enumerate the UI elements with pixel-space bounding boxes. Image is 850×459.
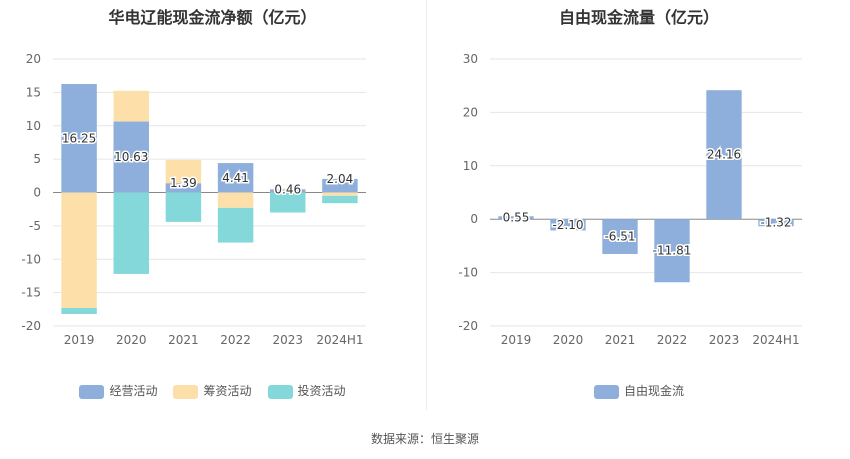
bar xyxy=(217,207,254,243)
net-cashflow-chart: 20 15 10 5 0 -5 -10 -15 -20 2019 2020 2021 2022 2023 2… xyxy=(21,52,366,347)
x-tick-label: 2019 xyxy=(64,333,95,347)
x-tick-label: 2019 xyxy=(501,333,532,347)
data-label: 0.46 xyxy=(274,182,301,196)
bar xyxy=(165,159,202,184)
chart-legend: 自由现金流 xyxy=(428,382,850,399)
y-tick-label: -5 xyxy=(29,219,41,233)
y-tick-label: 20 xyxy=(463,105,478,119)
legend-swatch xyxy=(593,384,619,399)
y-tick-label: 15 xyxy=(26,85,41,99)
x-tick-label: 2024H1 xyxy=(316,333,363,347)
data-label: 10.63 xyxy=(114,150,148,164)
bar xyxy=(61,84,97,193)
bar xyxy=(61,192,97,308)
y-tick-label: 10 xyxy=(463,159,478,173)
data-label: -1.32 xyxy=(760,216,791,230)
legend-item[interactable]: 筹资活动 xyxy=(173,382,252,399)
bar xyxy=(706,90,742,220)
bar xyxy=(113,121,149,193)
x-tick-label: 2023 xyxy=(272,333,303,347)
legend-label: 自由现金流 xyxy=(623,384,684,398)
y-tick-label: -15 xyxy=(21,286,41,300)
data-label: -2.10 xyxy=(552,218,583,232)
legend-item[interactable]: 投资活动 xyxy=(267,382,346,399)
chart-title: 华电辽能现金流净额（亿元） xyxy=(108,8,317,27)
y-tick-label: -10 xyxy=(21,252,41,266)
x-tick-label: 2020 xyxy=(116,333,147,347)
x-tick-label: 2022 xyxy=(657,333,688,347)
data-label: 0.55 xyxy=(503,211,530,225)
bar xyxy=(165,183,202,193)
panel-divider xyxy=(426,0,427,410)
bar xyxy=(498,216,534,220)
bar xyxy=(550,219,586,231)
y-tick-label: 30 xyxy=(463,52,478,66)
bar xyxy=(217,192,254,208)
y-tick-label: -10 xyxy=(458,266,478,280)
data-label: 16.25 xyxy=(62,131,96,145)
bar xyxy=(113,90,149,122)
chart-legend: 经营活动 筹资活动 投资活动 xyxy=(0,382,425,399)
y-tick-label: -20 xyxy=(458,319,478,333)
legend-item[interactable]: 经营活动 xyxy=(79,382,157,399)
data-label: 24.16 xyxy=(707,148,741,162)
bar xyxy=(322,195,358,204)
data-label: -6.51 xyxy=(604,230,635,244)
legend-swatch xyxy=(173,384,199,399)
legend-swatch xyxy=(79,384,105,399)
y-tick-label: 0 xyxy=(33,186,41,200)
data-source-note: 数据来源：恒生聚源 xyxy=(370,432,479,446)
legend-label: 投资活动 xyxy=(297,384,346,398)
bar xyxy=(217,163,254,193)
free-cashflow-chart-panel: 自由现金流量（亿元） 30 20 10 0 -10 -20 2019 2020 2021 2022… xyxy=(428,0,850,410)
y-tick-label: 0 xyxy=(470,212,478,226)
y-tick-label: -20 xyxy=(21,319,41,333)
y-tick-label: 10 xyxy=(26,119,41,133)
data-label: 2.04 xyxy=(327,172,354,186)
data-label: -11.81 xyxy=(653,244,692,258)
x-tick-label: 2024H1 xyxy=(752,333,799,347)
data-label: 4.41 xyxy=(222,171,249,185)
bar xyxy=(654,219,690,283)
x-tick-label: 2021 xyxy=(605,333,636,347)
y-tick-label: 20 xyxy=(26,52,41,66)
bar xyxy=(113,192,149,274)
net-cashflow-chart-panel: 华电辽能现金流净额（亿元） 20 15 10 5 0 -5 -10 -15 -20 2019 202… xyxy=(0,0,425,410)
bar xyxy=(758,219,794,227)
data-label: 1.39 xyxy=(170,176,197,190)
y-tick-label: 5 xyxy=(33,152,41,166)
bar xyxy=(270,189,306,193)
bar xyxy=(165,192,202,222)
chart-title: 自由现金流量（亿元） xyxy=(558,8,719,27)
legend-label: 筹资活动 xyxy=(203,384,252,398)
bar xyxy=(61,307,97,314)
legend-label: 经营活动 xyxy=(109,384,158,398)
bar xyxy=(270,188,306,190)
x-tick-label: 2022 xyxy=(220,333,251,347)
bar xyxy=(322,178,358,193)
x-tick-label: 2020 xyxy=(553,333,584,347)
x-tick-label: 2021 xyxy=(168,333,199,347)
legend-item[interactable]: 自由现金流 xyxy=(593,382,684,399)
bar xyxy=(270,192,306,213)
free-cashflow-chart: 30 20 10 0 -10 -20 2019 2020 2021 2022 2023 2024H1 0… xyxy=(458,52,802,347)
bar xyxy=(322,192,358,196)
x-tick-label: 2023 xyxy=(709,333,740,347)
bar xyxy=(602,219,638,254)
legend-swatch xyxy=(267,384,293,399)
